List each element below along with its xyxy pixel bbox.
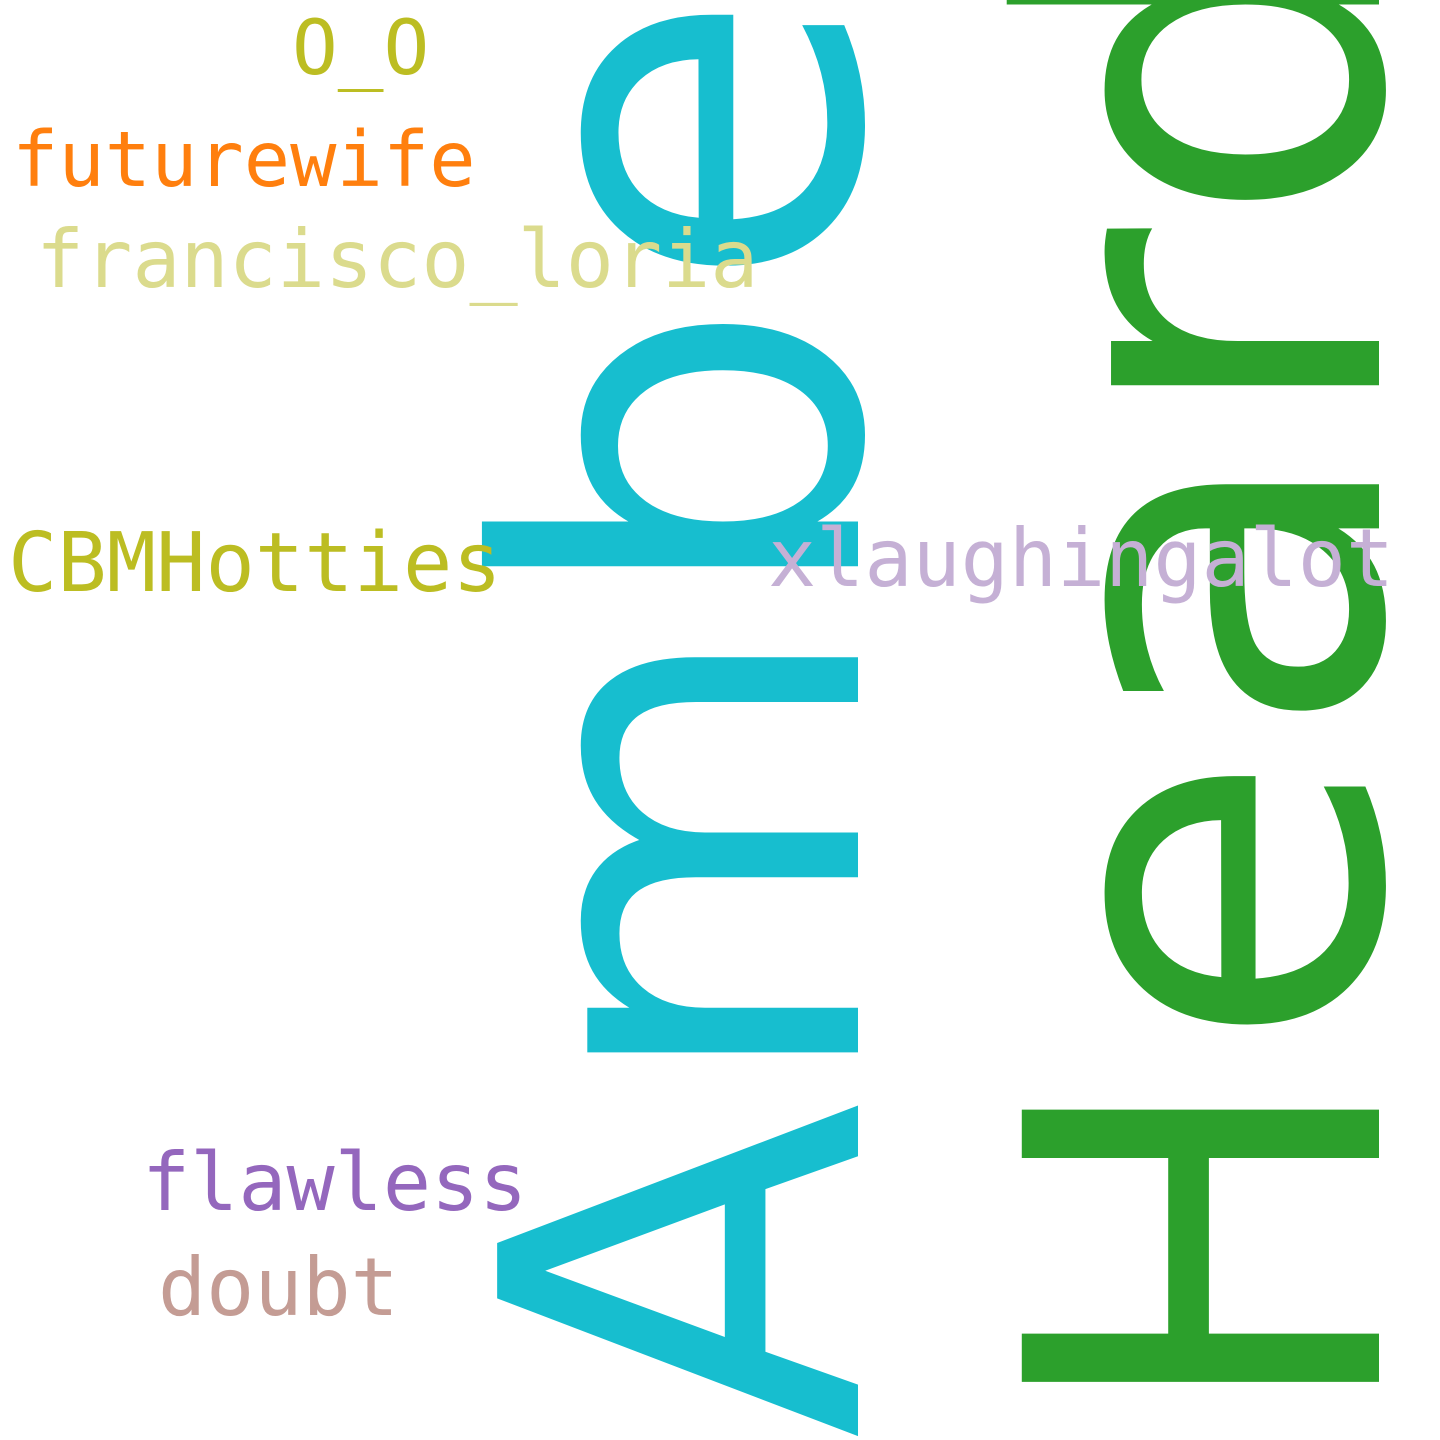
word-francisco-loria: francisco_loria: [36, 213, 759, 306]
word-heard: Heard: [924, 0, 1440, 1430]
word-flawless: flawless: [142, 1136, 528, 1229]
word-o-o: O_O: [292, 3, 430, 92]
word-cbmhotties: CBMHotties: [8, 516, 502, 611]
word-futurewife: futurewife: [12, 116, 476, 205]
word-doubt: doubt: [158, 1241, 399, 1334]
word-xlaughingalot: xlaughingalot: [768, 512, 1395, 605]
